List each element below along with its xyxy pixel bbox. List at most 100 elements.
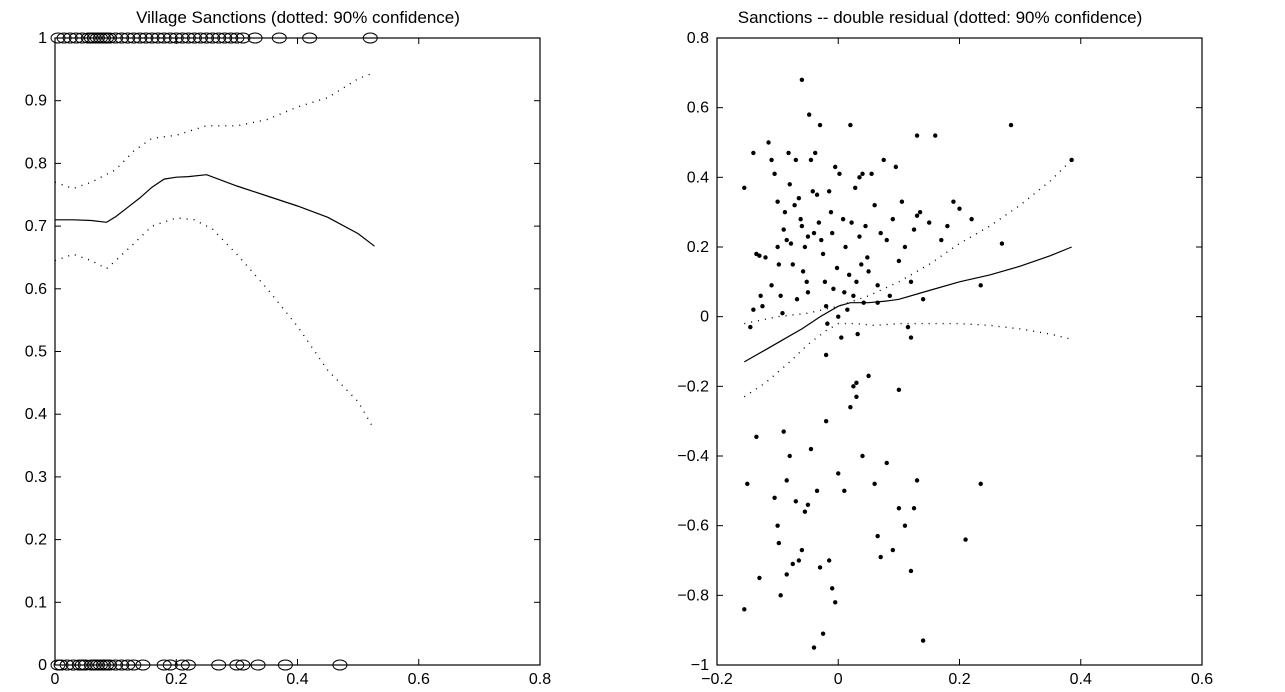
right-y-tick-label: −0.4 bbox=[677, 448, 709, 465]
scatter-point bbox=[763, 255, 768, 260]
left-fit-line bbox=[55, 174, 375, 247]
scatter-point bbox=[829, 586, 835, 591]
scatter-point bbox=[957, 206, 962, 211]
left-y-tick-label: 0.1 bbox=[25, 594, 47, 611]
scatter-point bbox=[796, 558, 802, 563]
scatter-point bbox=[805, 234, 811, 239]
observation-marker-y1 bbox=[205, 32, 221, 44]
observation-marker-y0 bbox=[53, 659, 69, 671]
left-y-tick-label: 1 bbox=[38, 30, 47, 47]
scatter-point bbox=[802, 244, 808, 250]
right-x-tick-label: −0.2 bbox=[701, 671, 733, 688]
scatter-point bbox=[872, 203, 877, 208]
scatter-point bbox=[814, 192, 820, 197]
scatter-point bbox=[757, 575, 762, 581]
right-x-tick-label: 0.4 bbox=[1070, 671, 1092, 688]
scatter-point bbox=[769, 283, 774, 288]
scatter-point bbox=[829, 230, 835, 236]
observation-marker-y1 bbox=[120, 32, 136, 44]
scatter-point bbox=[799, 223, 805, 229]
scatter-point bbox=[757, 253, 762, 258]
scatter-point bbox=[748, 324, 753, 330]
left-y-tick-label: 0.2 bbox=[25, 532, 47, 549]
observation-marker-y1 bbox=[362, 32, 378, 44]
scatter-point bbox=[849, 220, 854, 225]
scatter-point bbox=[825, 321, 830, 326]
left-x-tick-label: 0.8 bbox=[529, 671, 551, 688]
scatter-point bbox=[945, 223, 950, 229]
scatter-point bbox=[860, 171, 865, 177]
right-y-tick-label: −0.2 bbox=[677, 378, 709, 395]
scatter-point bbox=[758, 293, 763, 298]
scatter-point bbox=[842, 488, 847, 494]
scatter-point bbox=[920, 638, 926, 643]
right-upper-confidence-line bbox=[744, 159, 1073, 325]
scatter-point bbox=[784, 478, 789, 483]
left-x-tick-label: 0.2 bbox=[165, 671, 187, 688]
scatter-point bbox=[978, 481, 983, 487]
scatter-point bbox=[787, 182, 792, 187]
scatter-point bbox=[834, 265, 840, 271]
left-y-tick-label: 0 bbox=[38, 657, 47, 674]
scatter-point bbox=[820, 251, 826, 257]
right-lower-confidence-line bbox=[743, 322, 1072, 398]
scatter-point bbox=[817, 122, 823, 128]
observation-marker-y0 bbox=[59, 659, 75, 671]
right-y-tick-label: 0.2 bbox=[687, 239, 709, 256]
scatter-point bbox=[920, 297, 926, 302]
left-x-tick-label: 0.6 bbox=[408, 671, 430, 688]
observation-marker-y1 bbox=[302, 32, 318, 44]
right-axes-box bbox=[716, 37, 1203, 666]
observation-marker-y1 bbox=[168, 32, 184, 44]
scatter-point bbox=[804, 279, 809, 285]
scatter-point bbox=[902, 244, 908, 250]
scatter-point bbox=[908, 335, 914, 340]
left-y-tick-label: 0.3 bbox=[25, 469, 47, 486]
observation-marker-y1 bbox=[174, 32, 190, 44]
scatter-point bbox=[772, 171, 777, 177]
scatter-point bbox=[790, 262, 795, 267]
scatter-point bbox=[857, 175, 862, 180]
scatter-point bbox=[778, 593, 783, 598]
observation-marker-y0 bbox=[102, 659, 118, 671]
observation-marker-y0 bbox=[235, 659, 251, 671]
observation-marker-y1 bbox=[74, 32, 90, 44]
scatter-point bbox=[917, 209, 923, 215]
scatter-point bbox=[823, 418, 829, 424]
scatter-point bbox=[808, 446, 814, 452]
observation-marker-y1 bbox=[132, 32, 148, 44]
scatter-point bbox=[800, 269, 806, 274]
scatter-point bbox=[896, 387, 902, 393]
scatter-point bbox=[775, 244, 780, 250]
scatter-point bbox=[855, 331, 860, 337]
scatter-point bbox=[845, 307, 850, 312]
scatter-point bbox=[963, 537, 968, 542]
left-chart-title: Village Sanctions (dotted: 90% confidenc… bbox=[136, 8, 460, 27]
observation-marker-y0 bbox=[277, 659, 293, 671]
observation-marker-y0 bbox=[120, 659, 136, 671]
scatter-point bbox=[842, 290, 847, 295]
scatter-point bbox=[808, 157, 814, 163]
left-y-tick-label: 0.9 bbox=[25, 93, 47, 110]
scatter-point bbox=[811, 645, 817, 650]
scatter-point bbox=[914, 478, 920, 483]
scatter-point bbox=[854, 394, 859, 399]
scatter-point bbox=[951, 199, 956, 204]
scatter-point bbox=[784, 237, 789, 243]
left-y-tick-label: 0.7 bbox=[25, 218, 47, 235]
scatter-point bbox=[881, 157, 886, 163]
observation-marker-y1 bbox=[223, 32, 239, 44]
observation-marker-y0 bbox=[332, 659, 348, 671]
scatter-point bbox=[831, 286, 836, 291]
scatter-point bbox=[884, 460, 889, 466]
scatter-point bbox=[866, 373, 871, 379]
right-x-tick-label: 0 bbox=[834, 671, 843, 688]
scatter-point bbox=[826, 558, 832, 563]
scatter-point bbox=[799, 547, 805, 553]
scatter-point bbox=[760, 304, 765, 309]
scatter-point bbox=[754, 434, 759, 440]
scatter-point bbox=[878, 230, 883, 236]
scatter-point bbox=[833, 600, 838, 605]
left-x-tick-label: 0 bbox=[51, 671, 60, 688]
observation-marker-y0 bbox=[229, 659, 245, 671]
